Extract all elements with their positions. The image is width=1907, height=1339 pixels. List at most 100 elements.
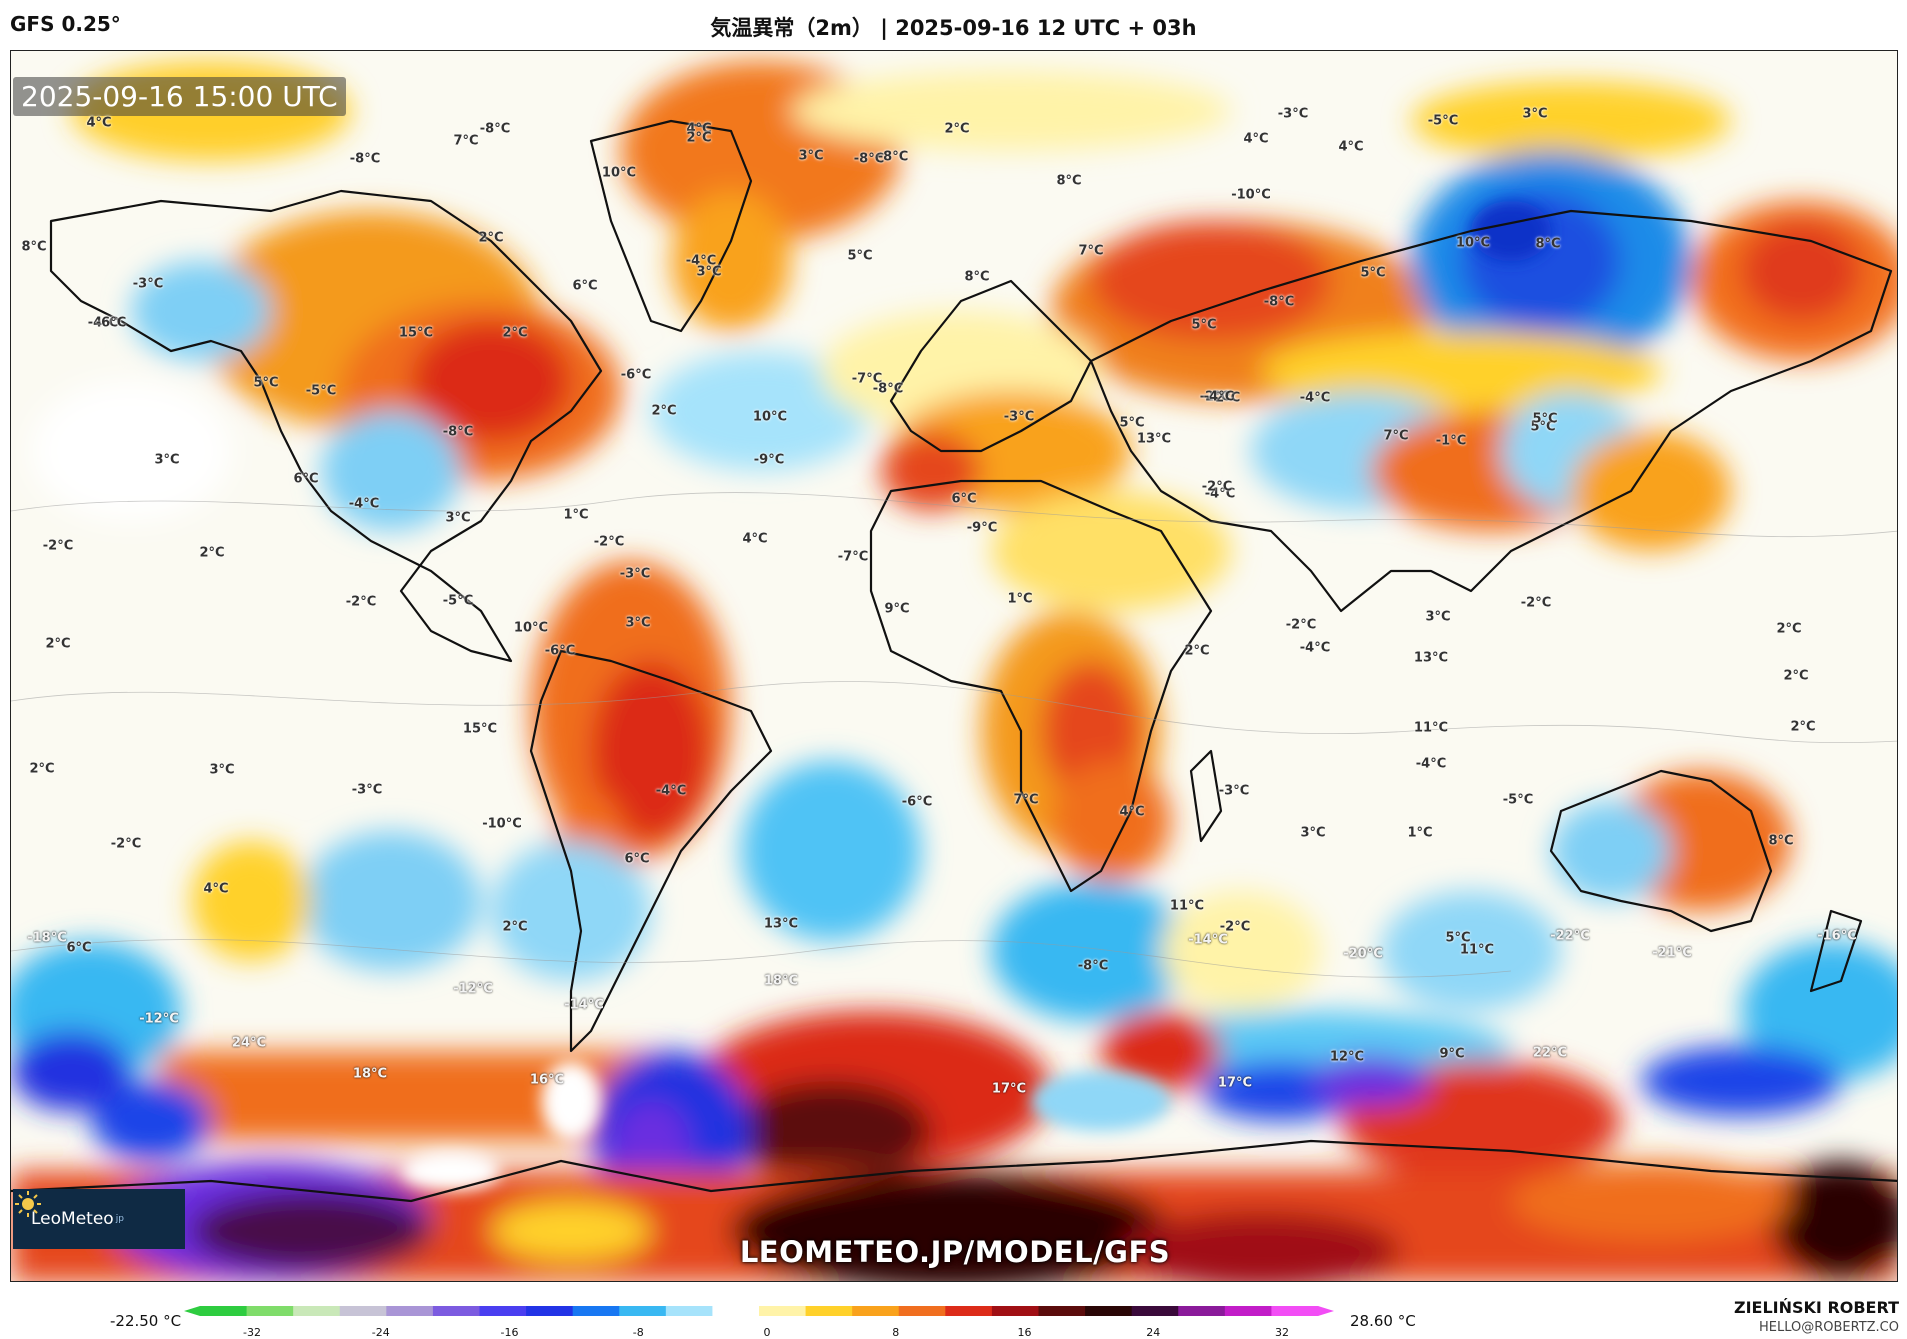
anomaly-label: 2°C <box>502 325 528 341</box>
anomaly-label: -6°C <box>95 315 127 331</box>
legend-tick: 8 <box>892 1326 900 1339</box>
anomaly-label: -12°C <box>139 1011 179 1027</box>
legend-swatch <box>665 1306 713 1316</box>
anomaly-label: 6°C <box>572 278 598 294</box>
anomaly-label: 3°C <box>1425 609 1451 625</box>
anomaly-label: 10°C <box>513 620 549 636</box>
anomaly-label: 5°C <box>1119 415 1145 431</box>
legend-tick: 0 <box>763 1326 771 1339</box>
anomaly-label: 1°C <box>563 507 589 523</box>
legend-swatch <box>898 1306 946 1316</box>
anomaly-label: 1°C <box>1407 825 1433 841</box>
legend-tick: 24 <box>1146 1326 1161 1339</box>
anomaly-label: 9°C <box>1439 1046 1465 1062</box>
anomaly-label: 2°C <box>29 761 55 777</box>
legend-swatch <box>805 1306 853 1316</box>
anomaly-label: -8°C <box>872 381 904 397</box>
anomaly-label: -4°C <box>1203 389 1235 405</box>
anomaly-label: 11°C <box>1413 720 1449 736</box>
legend-swatch <box>1131 1306 1179 1316</box>
anomaly-label: 6°C <box>624 851 650 867</box>
temperature-field <box>11 51 1897 1281</box>
author-email[interactable]: HELLO@ROBERTZ.CO <box>1758 1320 1899 1335</box>
anomaly-label: -22°C <box>1550 928 1590 944</box>
anomaly-label: 4°C <box>1243 131 1269 147</box>
anomaly-label: -16°C <box>1817 928 1857 944</box>
anomaly-label: -2°C <box>1209 390 1241 406</box>
anomaly-label: 3°C <box>696 264 722 280</box>
anomaly-label: 10°C <box>1455 235 1491 251</box>
anomaly-label: 8°C <box>1535 236 1561 252</box>
legend-swatch <box>246 1306 294 1316</box>
anomaly-label: -3°C <box>351 782 383 798</box>
anomaly-label: 7°C <box>1013 792 1039 808</box>
anomaly-label: 5°C <box>1360 265 1386 281</box>
legend-color-bar <box>184 1306 1334 1316</box>
anomaly-label: 2°C <box>944 121 970 137</box>
anomaly-label: 2°C <box>45 636 71 652</box>
anomaly-label: -3°C <box>1218 783 1250 799</box>
anomaly-label: 4°C <box>1119 804 1145 820</box>
anomaly-label: 6°C <box>951 491 977 507</box>
anomaly-label: -3°C <box>1003 409 1035 425</box>
sun-icon <box>15 1191 41 1217</box>
anomaly-label: 5°C <box>847 248 873 264</box>
anomaly-label: -7°C <box>851 371 883 387</box>
leometeo-logo[interactable]: LeoMeteo jp <box>13 1189 185 1249</box>
anomaly-label: -3°C <box>132 276 164 292</box>
legend-swatch <box>945 1306 993 1316</box>
legend-swatch <box>1085 1306 1133 1316</box>
anomaly-label: -4°C <box>655 783 687 799</box>
legend-swatch <box>572 1306 620 1316</box>
anomaly-label: -8°C <box>853 151 885 167</box>
logo-text: LeoMeteo <box>31 1209 114 1229</box>
anomaly-label: -1°C <box>1435 433 1467 449</box>
legend-swatch <box>1271 1306 1319 1316</box>
anomaly-label: 16°C <box>529 1072 565 1088</box>
anomaly-label: 2°C <box>1776 621 1802 637</box>
anomaly-label: 3°C <box>798 148 824 164</box>
anomaly-label: 5°C <box>253 375 279 391</box>
legend-swatch <box>432 1306 480 1316</box>
anomaly-label: 18°C <box>763 973 799 989</box>
anomaly-label: 3°C <box>1522 106 1548 122</box>
legend-swatch <box>759 1306 807 1316</box>
legend-max-label: 28.60 °C <box>1350 1312 1416 1330</box>
anomaly-label: 5°C <box>1445 930 1471 946</box>
anomaly-label: -21°C <box>1652 945 1692 961</box>
legend-tick: 32 <box>1275 1326 1289 1339</box>
legend-swatch <box>619 1306 667 1316</box>
logo-suffix: jp <box>115 1214 124 1224</box>
anomaly-label: -8°C <box>1263 294 1295 310</box>
anomaly-label: 3°C <box>154 452 180 468</box>
valid-time-badge: 2025-09-16 15:00 UTC <box>13 77 346 116</box>
anomaly-label: 10°C <box>601 165 637 181</box>
anomaly-label: 12°C <box>1329 1049 1365 1065</box>
anomaly-label: -20°C <box>1343 946 1383 962</box>
anomaly-label: -4°C <box>1299 640 1331 656</box>
legend-swatch <box>386 1306 434 1316</box>
anomaly-label: -8°C <box>877 149 909 165</box>
anomaly-label: 10°C <box>752 409 788 425</box>
legend-swatch <box>526 1306 574 1316</box>
model-name: GFS 0.25° <box>10 12 121 36</box>
anomaly-map[interactable]: 2025-09-16 15:00 UTC 4°C -8°C 7°C 4°C 2°C 3°C… <box>10 50 1898 1282</box>
anomaly-label: 2°C <box>1783 668 1809 684</box>
legend-swatch <box>339 1306 387 1316</box>
anomaly-label: 7°C <box>1383 428 1409 444</box>
anomaly-label: -2°C <box>110 836 142 852</box>
legend-tick: -16 <box>500 1326 519 1339</box>
map-title: 気温異常（2m） | 2025-09-16 12 UTC + 03h <box>710 16 1197 40</box>
legend-low-arrow <box>184 1306 200 1316</box>
anomaly-label: -4°C <box>348 496 380 512</box>
anomaly-label: -6°C <box>901 794 933 810</box>
anomaly-label: -10°C <box>482 816 522 832</box>
anomaly-label: -3°C <box>619 566 651 582</box>
anomaly-label: 2°C <box>651 403 677 419</box>
legend-tick: 16 <box>1017 1326 1032 1339</box>
legend-swatch <box>991 1306 1039 1316</box>
anomaly-label: 17°C <box>1217 1075 1253 1091</box>
anomaly-label: 11°C <box>1459 942 1495 958</box>
anomaly-label: 4°C <box>86 115 112 131</box>
anomaly-label: -4°C <box>685 253 717 269</box>
